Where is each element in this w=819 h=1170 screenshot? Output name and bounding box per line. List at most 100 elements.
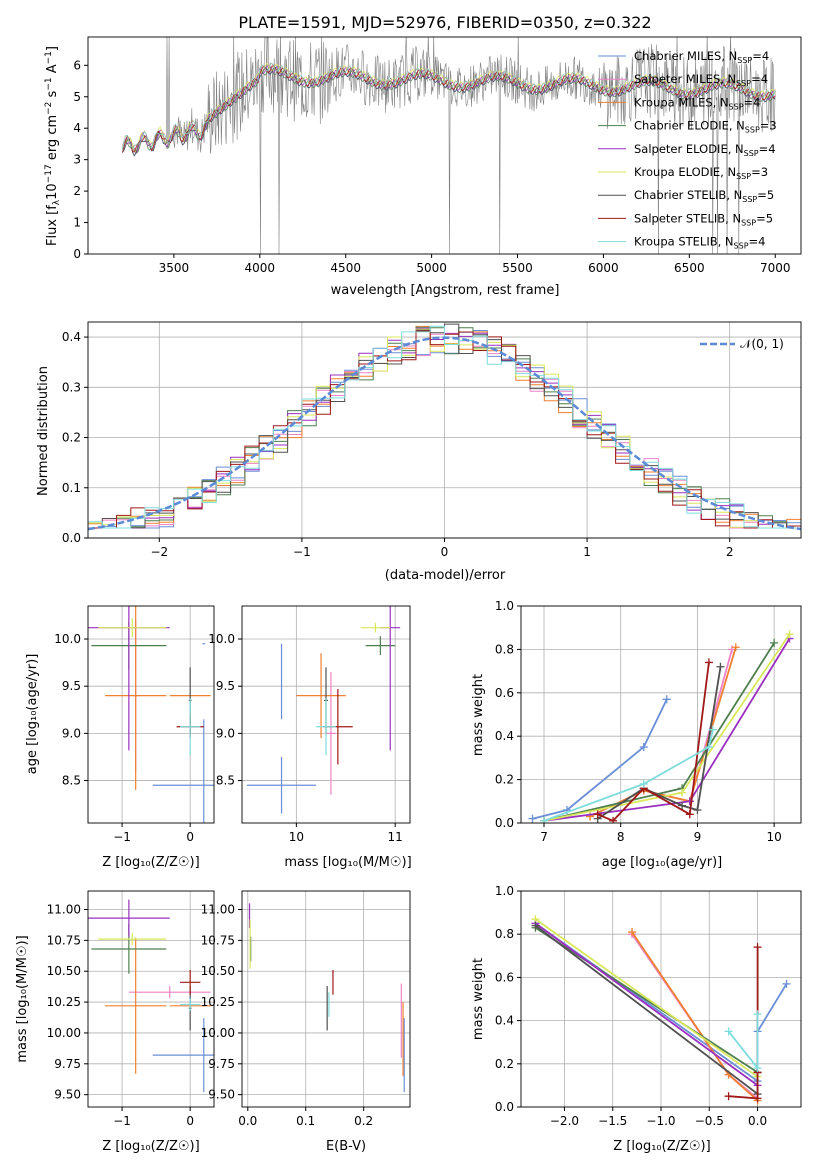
axes-frame <box>520 605 802 824</box>
residuals-legend: 𝒩(0, 1) <box>700 337 784 351</box>
mass-vs-metallicity-panel: −1 0 9.50 9.75 10.00 10.25 10.50 10.75 11.00 <box>47 890 215 1128</box>
y-tick-label: 0.0 <box>62 531 81 545</box>
y-tick-label: 0.2 <box>495 1057 514 1071</box>
y-tick-label: 0.2 <box>495 773 514 787</box>
mass-weight-point <box>770 638 779 647</box>
legend-label: Kroupa MILES, NSSP=4 <box>634 95 760 111</box>
plot-area <box>122 37 776 254</box>
residual-histogram <box>88 328 801 529</box>
plot-area <box>528 630 794 823</box>
spectrum-panel: 3500 4000 4500 5000 5500 6000 6500 7000 0 1 2 3 4 5 6 <box>73 36 802 275</box>
y-tick-label: 11.00 <box>47 903 81 917</box>
legend-label: Salpeter STELIB, NSSP=5 <box>634 211 773 227</box>
x-tick-label: 3500 <box>159 261 190 275</box>
mass-weight-point <box>753 943 762 952</box>
x-tick-label: −1 <box>113 1114 131 1128</box>
y-tick-label: 9.5 <box>216 679 235 693</box>
observed-spectrum-line <box>122 37 776 254</box>
mass-weight-point <box>540 816 549 823</box>
mass-weight-point <box>685 810 694 819</box>
mass-weight-point <box>753 1010 762 1019</box>
x-tick-label: 11 <box>388 830 403 844</box>
figure-title: PLATE=1591, MJD=52976, FIBERID=0350, z=0… <box>238 13 651 32</box>
mass-weight-point <box>753 1094 762 1103</box>
y-tick-label: 9.50 <box>54 1088 81 1102</box>
mass-weight-point <box>731 643 740 652</box>
mass-weight-line <box>597 666 722 820</box>
y-tick-label: 0.0 <box>495 816 514 830</box>
x-tick-label: −1 <box>293 545 311 559</box>
y-tick-label: 8.5 <box>62 774 81 788</box>
spectrum-ylabel: Flux [fλ10−17 erg cm−2 s−1 A−1] <box>44 46 62 246</box>
x-tick-label: 7000 <box>760 261 791 275</box>
residual-histogram <box>88 325 801 529</box>
x-tick-label: 0.1 <box>296 1114 315 1128</box>
ageM-xlabel: mass [log₁₀(M/M☉)] <box>284 855 411 870</box>
y-tick-label: 9.5 <box>62 679 81 693</box>
mwZ-ylabel: mass weight <box>471 958 486 1040</box>
x-tick-label: 9 <box>694 830 702 844</box>
mass-weight-line <box>534 918 759 1078</box>
y-tick-label: 10.75 <box>201 933 235 947</box>
y-tick-label: 0.8 <box>495 642 514 656</box>
mass-weight-point <box>693 805 702 814</box>
spectrum-legend: Chabrier MILES, NSSP=4 Salpeter MILES, NS… <box>598 49 777 251</box>
axes-frame <box>87 321 802 539</box>
y-tick-label: 10.00 <box>201 1026 235 1040</box>
mass-weight-line <box>597 662 710 822</box>
axes-frame <box>87 605 215 824</box>
x-tick-label: −2 <box>150 545 168 559</box>
massweight-vs-metallicity-panel: −2.0 −1.5 −1.0 −0.5 0.0 0.0 0.2 0.4 0.6 0.8 1.0 <box>495 884 802 1128</box>
y-tick-label: 0.4 <box>62 330 81 344</box>
normal-legend-label: 𝒩(0, 1) <box>740 337 784 351</box>
plot-area <box>246 606 401 814</box>
x-tick-label: 10 <box>289 830 304 844</box>
y-tick-label: 10.25 <box>47 995 81 1009</box>
y-tick-label: 11.00 <box>201 903 235 917</box>
x-tick-label: 0.2 <box>354 1114 373 1128</box>
x-tick-label: 0 <box>441 545 449 559</box>
y-tick-label: 0.4 <box>495 729 514 743</box>
mass-weight-line <box>532 698 668 820</box>
mwAge-ylabel: mass weight <box>471 674 486 756</box>
normal-distribution-curve <box>88 336 801 531</box>
legend-label: Chabrier STELIB, NSSP=5 <box>634 188 774 204</box>
plot-area <box>248 903 405 1093</box>
axes-frame <box>87 36 802 255</box>
mass-weight-line <box>543 729 714 822</box>
mass-weight-line <box>543 642 775 822</box>
grid-lines <box>242 891 410 1107</box>
y-tick-label: 2 <box>73 184 81 198</box>
x-tick-label: 5000 <box>416 261 447 275</box>
axes-frame <box>520 890 802 1108</box>
massZ-ylabel: mass [log₁₀(M/M☉)] <box>15 935 30 1062</box>
y-tick-label: 1.0 <box>495 599 514 613</box>
y-tick-label: 3 <box>73 153 81 167</box>
mass-weight-line <box>631 931 759 1102</box>
massE-xlabel: E(B-V) <box>326 1139 366 1154</box>
mass-weight-point <box>639 743 648 752</box>
y-tick-label: 0.0 <box>495 1100 514 1114</box>
mass-weight-point <box>753 1064 762 1073</box>
mass-weight-point <box>716 662 725 671</box>
x-tick-label: −0.5 <box>695 1114 724 1128</box>
y-tick-label: 9.75 <box>208 1057 235 1071</box>
mass-weight-point <box>528 814 537 823</box>
x-tick-label: 2 <box>726 545 734 559</box>
x-tick-label: 4500 <box>330 261 361 275</box>
y-tick-label: 1 <box>73 216 81 230</box>
y-tick-label: 8.5 <box>216 774 235 788</box>
mass-weight-line <box>534 924 759 1096</box>
y-tick-label: 10.50 <box>47 964 81 978</box>
grid-lines <box>88 322 801 539</box>
x-tick-label: 6000 <box>588 261 619 275</box>
mass-weight-point <box>708 725 717 734</box>
y-tick-label: 9.0 <box>216 726 235 740</box>
y-tick-label: 0.6 <box>495 686 514 700</box>
axes-frame <box>241 605 411 824</box>
x-tick-label: 7 <box>540 830 548 844</box>
ageZ-xlabel: Z [log₁₀(Z/Z☉)] <box>102 855 199 870</box>
mwZ-xlabel: Z [log₁₀(Z/Z☉)] <box>613 1139 710 1154</box>
ageZ-ylabel: age [log₁₀(age/yr)] <box>25 654 40 775</box>
x-tick-label: −1 <box>113 830 131 844</box>
